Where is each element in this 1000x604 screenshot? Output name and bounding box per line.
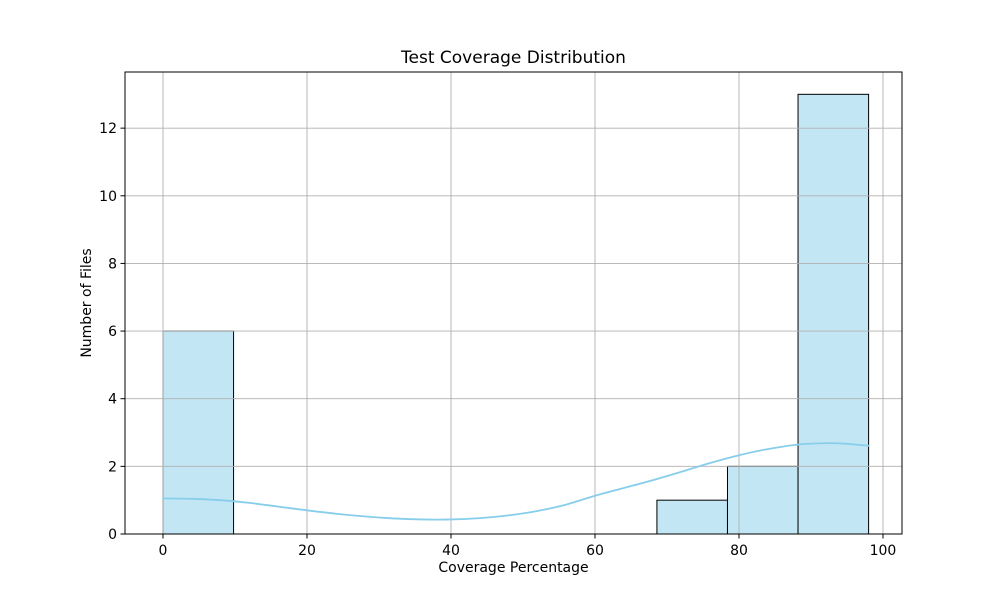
y-tick-label: 6 <box>108 324 117 340</box>
x-tick-label: 40 <box>442 543 460 559</box>
axes-frame <box>124 71 903 535</box>
histogram-bars-layer <box>162 93 870 535</box>
y-tick-label: 10 <box>99 189 117 205</box>
kde-curve <box>162 442 870 521</box>
y-tick-label: 2 <box>108 459 117 475</box>
axis-ticks-layer: 0 20 40 60 80 100 0 2 4 6 8 10 12 <box>99 121 896 559</box>
x-axis-label: Coverage Percentage <box>438 560 588 576</box>
x-tick-label: 20 <box>298 543 316 559</box>
x-tick-label: 0 <box>159 543 168 559</box>
x-tick-label: 60 <box>586 543 604 559</box>
histogram-bar <box>162 330 235 535</box>
histogram-bar <box>726 465 799 535</box>
chart-title: Test Coverage Distribution <box>400 48 626 68</box>
histogram-bar <box>656 499 728 535</box>
gridlines-layer <box>125 72 902 535</box>
y-tick-label: 0 <box>108 527 117 543</box>
x-tick-label: 80 <box>730 543 748 559</box>
y-tick-label: 4 <box>108 392 117 408</box>
y-tick-label: 8 <box>108 256 117 272</box>
x-tick-label: 100 <box>870 543 897 559</box>
y-axis-label: Number of Files <box>79 248 95 357</box>
y-tick-label: 12 <box>99 121 117 137</box>
histogram-bar <box>797 93 870 535</box>
